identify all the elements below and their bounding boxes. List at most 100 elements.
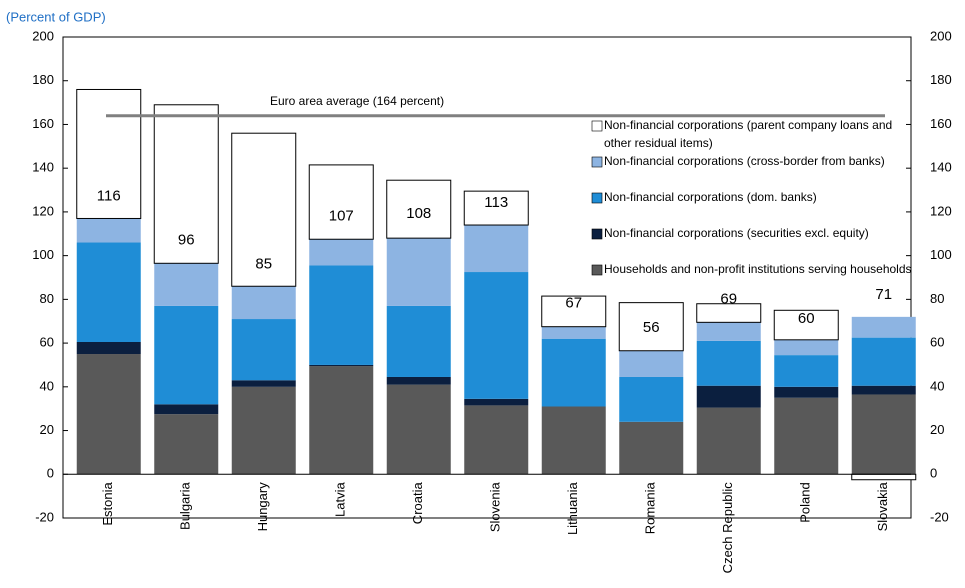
- legend-label: Non-financial corporations (parent compa…: [604, 118, 893, 150]
- bar-segment: [154, 263, 219, 306]
- legend-entry: Households and non-profit institutions s…: [604, 262, 912, 276]
- y-tick-label: 120: [32, 203, 54, 218]
- legend-swatch: [591, 192, 603, 204]
- x-tick-label: Lithuania: [565, 482, 580, 536]
- bar-segment: [309, 239, 374, 266]
- bar-segment: [153, 104, 219, 264]
- bar-segment: [464, 405, 529, 475]
- bar-segment: [541, 338, 606, 407]
- y2-tick-label: 200: [930, 28, 952, 43]
- bar-label: 71: [875, 286, 892, 303]
- bar-segment: [619, 376, 684, 422]
- bar-segment: [386, 238, 451, 306]
- bar-label: 67: [565, 295, 582, 312]
- legend-swatch: [591, 228, 603, 240]
- x-tick-label: Czech Republic: [720, 482, 735, 574]
- y2-tick-label: 120: [930, 203, 952, 218]
- legend-label: Non-financial corporations (securities e…: [604, 226, 869, 240]
- bar-segment: [619, 350, 684, 377]
- bar-label: 113: [484, 194, 508, 211]
- bar-label: 60: [798, 310, 815, 327]
- bar-segment: [231, 386, 296, 475]
- bar-label: 116: [97, 188, 121, 205]
- y-tick-label: -20: [35, 509, 54, 524]
- bar-segment: [464, 398, 529, 406]
- bar-segment: [386, 179, 452, 239]
- bar-segment: [463, 190, 529, 226]
- y-tick-label: 200: [32, 28, 54, 43]
- bar-segment: [851, 473, 917, 481]
- plot-frame: [62, 36, 912, 519]
- bar-segment: [696, 407, 761, 475]
- bar-segment: [618, 302, 684, 352]
- legend-entry: Non-financial corporations (dom. banks): [604, 190, 817, 204]
- x-tick-label: Slovenia: [488, 482, 503, 533]
- bar-segment: [76, 341, 141, 355]
- bar-segment: [774, 397, 839, 475]
- bar-segment: [774, 355, 839, 387]
- bar-segment: [231, 132, 297, 287]
- bar-segment: [76, 88, 142, 219]
- y-tick-label: 80: [40, 291, 54, 306]
- bar-segment: [541, 295, 607, 328]
- bar-segment: [696, 303, 762, 323]
- bar-segment: [541, 326, 606, 339]
- x-tick-label: Bulgaria: [178, 482, 193, 530]
- bar-segment: [774, 339, 839, 356]
- y-tick-label: 140: [32, 160, 54, 175]
- y2-tick-label: 80: [930, 291, 944, 306]
- reference-label: Euro area average (164 percent): [270, 94, 444, 108]
- bar-segment: [619, 421, 684, 475]
- bar-segment: [309, 366, 374, 475]
- x-tick-label: Estonia: [100, 482, 115, 526]
- x-tick-label: Poland: [798, 482, 813, 522]
- legend-swatch: [591, 264, 603, 276]
- legend-label: Non-financial corporations (cross-border…: [604, 154, 885, 168]
- bar-segment: [309, 265, 374, 365]
- bar-segment: [851, 394, 916, 475]
- y-tick-label: 160: [32, 116, 54, 131]
- legend-entry: Non-financial corporations (cross-border…: [604, 154, 885, 168]
- bar-segment: [76, 218, 141, 243]
- legend-label: Households and non-profit institutions s…: [604, 262, 912, 276]
- legend-entry: Non-financial corporations (parent compa…: [604, 118, 893, 150]
- bar-segment: [231, 319, 296, 381]
- bar-segment: [231, 380, 296, 387]
- bar-segment: [386, 384, 451, 475]
- bar-segment: [76, 354, 141, 475]
- bar-segment: [464, 272, 529, 399]
- bar-label: 107: [329, 207, 354, 224]
- bar-segment: [851, 385, 916, 395]
- bar-label: 85: [255, 255, 272, 272]
- y-tick-label: 20: [40, 422, 54, 437]
- y2-tick-label: -20: [930, 509, 949, 524]
- bar-segment: [541, 406, 606, 475]
- legend-swatch: [591, 120, 603, 132]
- bar-segment: [774, 386, 839, 398]
- bar-segment: [851, 316, 916, 338]
- bar-segment: [154, 414, 219, 475]
- y2-tick-label: 160: [930, 116, 952, 131]
- legend-swatch: [591, 156, 603, 168]
- y-tick-label: 180: [32, 72, 54, 87]
- y2-tick-label: 0: [930, 466, 937, 481]
- x-tick-label: Romania: [643, 482, 658, 535]
- y2-tick-label: 20: [930, 422, 944, 437]
- x-tick-label: Latvia: [333, 482, 348, 517]
- bar-segment: [76, 242, 141, 342]
- y2-tick-label: 180: [930, 72, 952, 87]
- bar-segment: [696, 385, 761, 408]
- y-axis-label: (Percent of GDP): [6, 9, 106, 24]
- x-tick-label: Hungary: [255, 482, 270, 532]
- y2-tick-label: 40: [930, 378, 944, 393]
- y2-tick-label: 60: [930, 335, 944, 350]
- y-tick-label: 40: [40, 378, 54, 393]
- y-tick-label: 0: [47, 466, 54, 481]
- bar-segment: [696, 322, 761, 341]
- bar-segment: [309, 364, 374, 367]
- bar-segment: [851, 337, 916, 386]
- bar-segment: [773, 309, 839, 341]
- bar-segment: [154, 305, 219, 405]
